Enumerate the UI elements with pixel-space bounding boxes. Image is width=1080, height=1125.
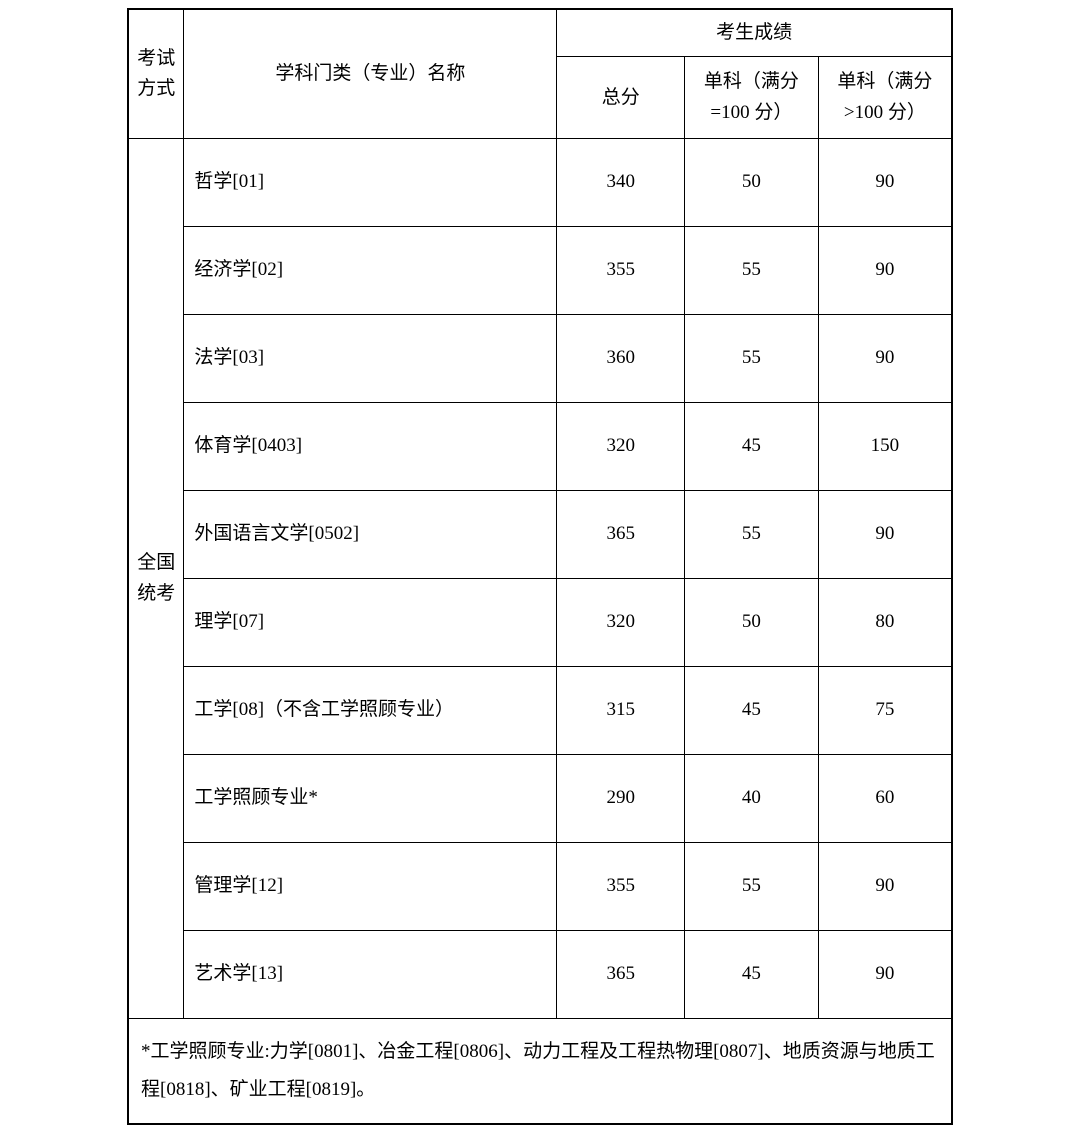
- score-table: 考试方式 学科门类（专业）名称 考生成绩 总分 单科（满分=100 分） 单科（…: [127, 8, 953, 1125]
- subject-cell: 理学[07]: [184, 579, 557, 667]
- subject-cell: 哲学[01]: [184, 139, 557, 227]
- table-row: 理学[07] 320 50 80: [128, 579, 952, 667]
- header-subject: 学科门类（专业）名称: [184, 9, 557, 139]
- sub100-cell: 45: [685, 931, 819, 1019]
- total-cell: 320: [557, 403, 685, 491]
- sub100-cell: 55: [685, 491, 819, 579]
- table-row: 工学照顾专业* 290 40 60: [128, 755, 952, 843]
- subgt100-cell: 90: [818, 843, 952, 931]
- header-exam-type: 考试方式: [128, 9, 184, 139]
- subgt100-cell: 90: [818, 139, 952, 227]
- subject-cell: 经济学[02]: [184, 227, 557, 315]
- table-row: 法学[03] 360 55 90: [128, 315, 952, 403]
- exam-type-label: 全国统考: [128, 139, 184, 1019]
- header-scores-group: 考生成绩: [557, 9, 952, 57]
- total-cell: 355: [557, 843, 685, 931]
- subject-cell: 管理学[12]: [184, 843, 557, 931]
- subject-cell: 工学[08]（不含工学照顾专业）: [184, 667, 557, 755]
- table-row: 外国语言文学[0502] 365 55 90: [128, 491, 952, 579]
- footnote-row: *工学照顾专业:力学[0801]、冶金工程[0806]、动力工程及工程热物理[0…: [128, 1019, 952, 1125]
- total-cell: 290: [557, 755, 685, 843]
- total-cell: 320: [557, 579, 685, 667]
- subject-cell: 外国语言文学[0502]: [184, 491, 557, 579]
- subject-cell: 体育学[0403]: [184, 403, 557, 491]
- subgt100-cell: 90: [818, 315, 952, 403]
- subgt100-cell: 90: [818, 931, 952, 1019]
- subgt100-cell: 75: [818, 667, 952, 755]
- subgt100-cell: 90: [818, 491, 952, 579]
- header-total: 总分: [557, 57, 685, 139]
- table-row: 艺术学[13] 365 45 90: [128, 931, 952, 1019]
- subgt100-cell: 80: [818, 579, 952, 667]
- total-cell: 365: [557, 931, 685, 1019]
- table-row: 全国统考 哲学[01] 340 50 90: [128, 139, 952, 227]
- sub100-cell: 55: [685, 843, 819, 931]
- subject-cell: 艺术学[13]: [184, 931, 557, 1019]
- footnote-cell: *工学照顾专业:力学[0801]、冶金工程[0806]、动力工程及工程热物理[0…: [128, 1019, 952, 1125]
- total-cell: 355: [557, 227, 685, 315]
- table-row: 管理学[12] 355 55 90: [128, 843, 952, 931]
- total-cell: 360: [557, 315, 685, 403]
- header-sub-100: 单科（满分=100 分）: [685, 57, 819, 139]
- table-row: 经济学[02] 355 55 90: [128, 227, 952, 315]
- sub100-cell: 50: [685, 139, 819, 227]
- subgt100-cell: 90: [818, 227, 952, 315]
- sub100-cell: 45: [685, 403, 819, 491]
- header-row-1: 考试方式 学科门类（专业）名称 考生成绩: [128, 9, 952, 57]
- header-sub-gt100: 单科（满分>100 分）: [818, 57, 952, 139]
- sub100-cell: 40: [685, 755, 819, 843]
- total-cell: 340: [557, 139, 685, 227]
- sub100-cell: 45: [685, 667, 819, 755]
- table-row: 体育学[0403] 320 45 150: [128, 403, 952, 491]
- table-row: 工学[08]（不含工学照顾专业） 315 45 75: [128, 667, 952, 755]
- score-table-container: 考试方式 学科门类（专业）名称 考生成绩 总分 单科（满分=100 分） 单科（…: [127, 8, 953, 1125]
- subject-cell: 工学照顾专业*: [184, 755, 557, 843]
- total-cell: 365: [557, 491, 685, 579]
- sub100-cell: 50: [685, 579, 819, 667]
- subgt100-cell: 60: [818, 755, 952, 843]
- sub100-cell: 55: [685, 315, 819, 403]
- total-cell: 315: [557, 667, 685, 755]
- subgt100-cell: 150: [818, 403, 952, 491]
- subject-cell: 法学[03]: [184, 315, 557, 403]
- sub100-cell: 55: [685, 227, 819, 315]
